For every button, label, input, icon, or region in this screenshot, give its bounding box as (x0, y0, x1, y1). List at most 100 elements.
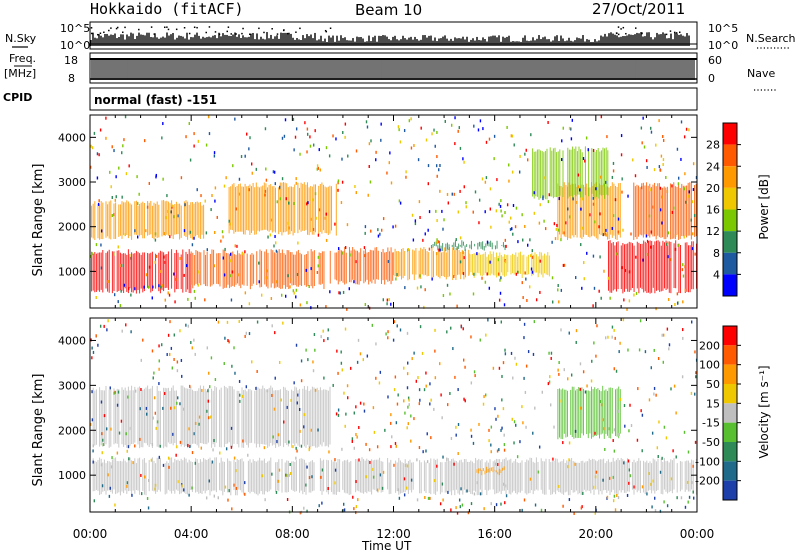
scatter-point (358, 426, 360, 430)
scatter-point (161, 284, 164, 288)
scatter-point (425, 138, 428, 142)
nsky-tick-top: 10^5 (60, 22, 90, 35)
scatter-point (159, 285, 162, 289)
scatter-point (164, 298, 166, 302)
scatter-point (541, 390, 544, 394)
scatter-point (306, 127, 309, 131)
scatter-point (496, 178, 498, 182)
scatter-point (439, 502, 442, 506)
scatter-point (464, 365, 466, 369)
scatter-point (338, 291, 340, 295)
scatter-point (508, 179, 510, 183)
scatter-point (439, 362, 441, 366)
scatter-point (457, 452, 459, 456)
scatter-point (461, 503, 464, 507)
scatter-point (413, 144, 415, 148)
scatter-point (167, 456, 170, 460)
scatter-point (217, 320, 220, 324)
scatter-point (488, 286, 491, 290)
scatter-point (176, 401, 178, 405)
scatter-point (341, 251, 343, 255)
scatter-point (416, 458, 418, 462)
scatter-point (659, 186, 662, 190)
scatter-point (660, 154, 663, 158)
scatter-point (137, 202, 139, 206)
scatter-point (490, 443, 492, 447)
scatter-point (399, 328, 402, 332)
scatter-point (659, 168, 662, 172)
scatter-point (126, 449, 128, 453)
scatter-point (420, 126, 422, 130)
scatter-point (101, 484, 104, 488)
scatter-point (118, 166, 120, 170)
scatter-point (240, 155, 243, 159)
scatter-point (682, 300, 684, 304)
scatter-point (251, 360, 253, 364)
scatter-point (525, 148, 527, 152)
scatter-point (510, 351, 513, 355)
scatter-point (348, 287, 350, 291)
scatter-point (662, 138, 665, 142)
scatter-point (435, 209, 437, 213)
scatter-point (398, 496, 401, 500)
scatter-point (280, 293, 283, 297)
scatter-point (604, 232, 607, 236)
scatter-point (229, 259, 232, 263)
scatter-point (407, 422, 409, 426)
scatter-point (151, 349, 154, 353)
colorbar-swatch (723, 461, 737, 481)
scatter-point (418, 402, 421, 406)
scatter-point (425, 384, 427, 388)
scatter-point (590, 379, 593, 383)
scatter-point (328, 450, 330, 454)
scatter-point (511, 227, 513, 231)
scatter-point (213, 438, 215, 442)
scatter-point (514, 356, 516, 360)
colorbar-tick-label: 100 (699, 359, 720, 372)
scatter-point (511, 134, 514, 138)
scatter-point (498, 298, 501, 302)
scatter-point (151, 443, 154, 447)
scatter-point (524, 152, 526, 156)
scatter-point (238, 192, 241, 196)
scatter-point (563, 368, 565, 372)
scatter-point (674, 247, 677, 251)
scatter-point (163, 232, 166, 236)
scatter-point (286, 405, 288, 409)
scatter-point (687, 450, 690, 454)
scatter-point (228, 489, 230, 493)
scatter-point (241, 252, 243, 256)
scatter-point (473, 370, 476, 374)
scatter-point (207, 115, 210, 119)
nave-label: Nave (747, 67, 775, 80)
scatter-point (612, 439, 614, 443)
scatter-point (284, 118, 287, 122)
scatter-point (312, 198, 314, 202)
colorbar-swatch (723, 384, 737, 404)
scatter-point (414, 219, 417, 223)
scatter-point (581, 197, 584, 201)
scatter-point (152, 285, 154, 289)
scatter-point (395, 421, 398, 425)
nsearch-tick-bottom: 10^0 (708, 39, 738, 52)
scatter-point (431, 132, 433, 136)
colorbar-swatch (723, 274, 737, 296)
scatter-point (159, 270, 161, 274)
scatter-point (113, 252, 115, 256)
scatter-point (229, 274, 232, 278)
scatter-point (148, 181, 151, 185)
scatter-point (293, 381, 295, 385)
scatter-point (187, 324, 190, 328)
scatter-point (264, 127, 267, 131)
scatter-point (654, 496, 656, 500)
scatter-point (210, 415, 212, 419)
scatter-point (393, 463, 395, 467)
scatter-point (403, 129, 406, 133)
scatter-point (320, 475, 322, 479)
scatter-point (548, 351, 550, 355)
scatter-point (628, 299, 631, 303)
scatter-point (498, 448, 500, 452)
scatter-point (515, 206, 518, 210)
scatter-point (453, 192, 455, 196)
scatter-point (416, 286, 419, 290)
